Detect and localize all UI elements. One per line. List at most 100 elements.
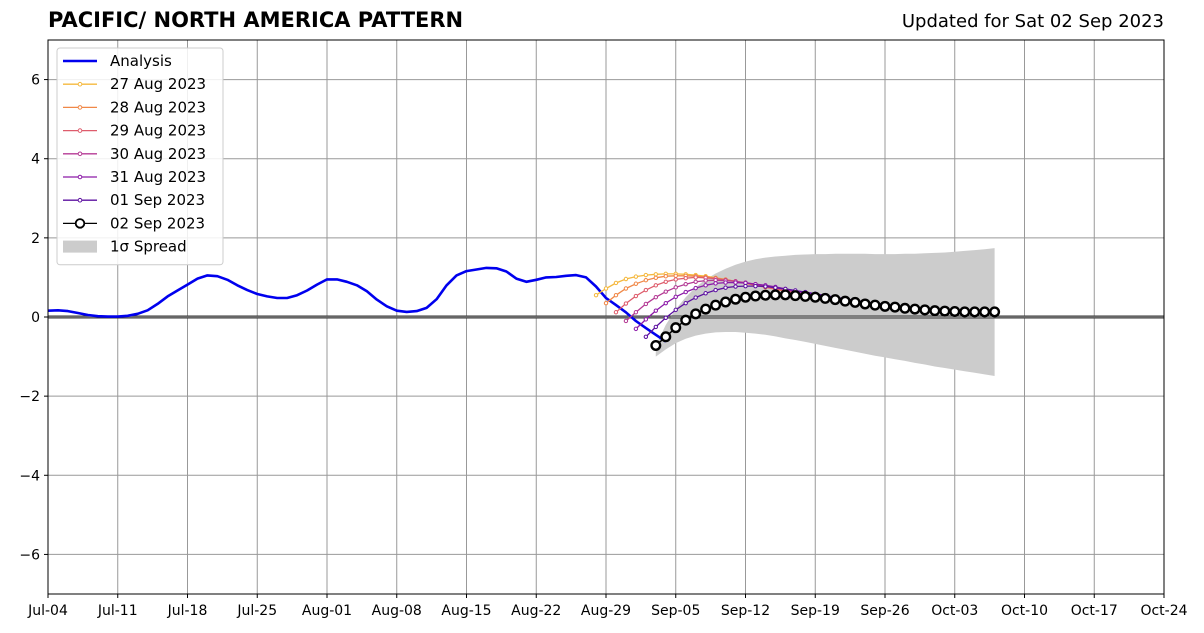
forecast-point: [653, 324, 659, 330]
forecast-series: [650, 289, 1001, 351]
legend-label: 30 Aug 2023: [110, 145, 206, 163]
forecast-point: [613, 293, 619, 298]
forecast-point: [859, 298, 871, 310]
legend-item: 1σ Spread: [63, 238, 187, 256]
forecast-point: [693, 295, 698, 300]
forecast-point: [703, 291, 708, 296]
forecast-point: [663, 300, 668, 306]
forecast-point: [773, 285, 778, 290]
forecast-point: [663, 279, 668, 284]
legend-item: 01 Sep 2023: [63, 191, 205, 209]
forecast-point: [969, 306, 981, 318]
x-tick-label: Jul-18: [167, 603, 208, 619]
forecast-point: [723, 280, 728, 285]
forecast-point: [613, 280, 619, 286]
forecast-point: [623, 318, 629, 324]
forecast-point: [889, 301, 901, 313]
legend-label: 01 Sep 2023: [110, 191, 205, 209]
forecast-point: [623, 286, 629, 291]
forecast-point: [643, 317, 649, 322]
legend: Analysis 27 Aug 2023 28 Aug 2023 29 Aug 202…: [56, 47, 224, 266]
forecast-point: [879, 300, 891, 312]
y-tick-label: −4: [19, 468, 40, 484]
legend-marker: [77, 151, 83, 157]
forecast-point: [663, 315, 668, 320]
legend-label: 02 Sep 2023: [110, 214, 205, 232]
forecast-point: [680, 314, 692, 326]
forecast-point: [710, 299, 722, 311]
analysis-line: [47, 266, 667, 343]
legend-label: 27 Aug 2023: [110, 75, 206, 93]
forecast-point: [643, 287, 649, 293]
forecast-point: [673, 277, 678, 282]
legend-item: 02 Sep 2023: [63, 214, 205, 232]
x-tick-label: Jul-04: [27, 603, 68, 619]
forecast-point: [603, 300, 609, 306]
y-tick-label: −2: [19, 389, 40, 405]
forecast-point: [789, 290, 801, 302]
forecast-point: [703, 278, 708, 283]
x-tick-label: Aug-08: [372, 603, 422, 619]
legend-item: Analysis: [63, 52, 172, 70]
forecast-point: [713, 281, 718, 286]
forecast-point: [979, 306, 991, 318]
forecast-point: [653, 308, 659, 313]
legend-marker: [77, 81, 83, 87]
y-tick-label: 4: [31, 152, 40, 168]
forecast-point: [663, 289, 668, 294]
forecast-point: [660, 331, 672, 343]
legend-box: [56, 47, 224, 266]
forecast-point: [693, 285, 698, 291]
legend-marker: [77, 197, 83, 203]
legend-label: 28 Aug 2023: [110, 98, 206, 116]
legend-marker: [77, 105, 83, 110]
forecast-point: [733, 284, 738, 289]
forecast-point: [643, 301, 649, 307]
forecast-point: [643, 334, 649, 339]
forecast-point: [613, 310, 619, 315]
forecast-point: [673, 294, 678, 300]
forecast-point: [663, 274, 668, 279]
forecast-point: [673, 307, 678, 313]
x-tick-label: Oct-24: [1140, 603, 1187, 619]
series-layer: [47, 266, 1001, 351]
forecast-point: [683, 300, 688, 306]
forecast-point: [653, 283, 659, 288]
forecast-point: [623, 276, 629, 282]
forecast-point: [693, 279, 698, 284]
chart-subtitle: Updated for Sat 02 Sep 2023: [901, 11, 1164, 32]
forecast-point: [740, 291, 752, 303]
forecast-point: [633, 274, 639, 279]
y-tick-label: 2: [31, 231, 40, 247]
forecast-point: [723, 285, 728, 290]
forecast-point: [693, 275, 698, 280]
forecast-point: [633, 281, 639, 286]
forecast-point: [683, 276, 688, 281]
forecast-point: [633, 310, 639, 315]
x-tick-label: Aug-22: [511, 603, 561, 619]
forecast-point: [690, 308, 702, 320]
forecast-point: [959, 306, 971, 318]
x-tick-label: Jul-11: [97, 603, 138, 619]
legend-item: 31 Aug 2023: [63, 168, 206, 186]
forecast-point: [919, 304, 931, 316]
x-tick-label: Oct-10: [1001, 603, 1048, 619]
legend-marker: [77, 174, 83, 180]
legend-item: 29 Aug 2023: [63, 122, 206, 140]
y-axis: −6 −4 −2 0 2 4 6: [19, 73, 48, 563]
forecast-point: [949, 305, 961, 317]
forecast-point: [809, 291, 821, 303]
forecast-point: [753, 283, 758, 289]
legend-marker: [74, 218, 86, 229]
x-axis: Jul-04 Jul-11 Jul-18 Jul-25 Aug-01 Aug-08 Aug-…: [27, 594, 1188, 619]
forecast-point: [653, 275, 659, 281]
x-tick-label: Oct-17: [1071, 603, 1118, 619]
x-tick-label: Jul-25: [236, 603, 277, 619]
legend-label: Analysis: [110, 52, 172, 70]
forecast-point: [623, 301, 629, 306]
forecast-point: [769, 289, 781, 301]
x-tick-label: Sep-12: [721, 603, 770, 619]
x-tick-label: Oct-03: [931, 603, 978, 619]
forecast-point: [759, 289, 771, 301]
